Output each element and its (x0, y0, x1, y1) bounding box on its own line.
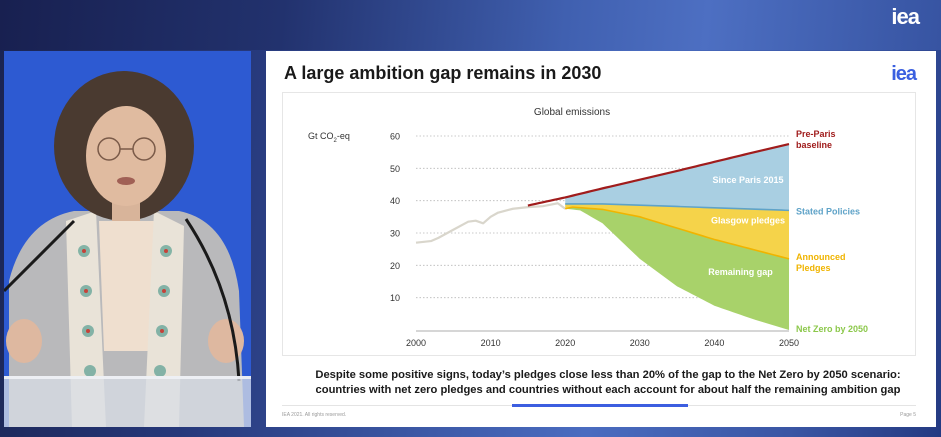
slide-progress-bar (512, 404, 688, 407)
line-pre-paris-baseline (527, 143, 790, 207)
area-layer (565, 144, 789, 330)
copyright-text: IEA 2021. All rights reserved. (282, 412, 347, 418)
slide-title: A large ambition gap remains in 2030 (284, 63, 602, 83)
slide-caption: Despite some positive signs, today’s ple… (288, 368, 928, 398)
caption-line-2: countries with net zero pledges and coun… (315, 384, 901, 396)
label-remaining-gap: Remaining gap (708, 267, 773, 277)
line-stated-policies (565, 203, 790, 212)
label-glasgow-pledges: Glasgow pledges (711, 215, 785, 225)
area-since-paris-2015 (565, 144, 789, 211)
x-tick-2050: 2050 (779, 338, 799, 348)
label-stated-policies: Stated Policies (796, 206, 860, 216)
label-announced: Announced (796, 252, 846, 262)
presentation-slide: A large ambition gap remains in 2030 iea… (266, 51, 936, 427)
scarf-right (144, 211, 184, 427)
label-pre-paris-2: baseline (796, 140, 832, 150)
y-tick-40: 40 (390, 196, 400, 206)
speaker-illustration (4, 51, 251, 427)
x-tick-2040: 2040 (704, 338, 724, 348)
iea-slide-logo: iea (891, 63, 917, 85)
y-tick-60: 60 (390, 132, 400, 142)
x-tick-2010: 2010 (481, 338, 501, 348)
chart-frame: Global emissions Gt CO2-eq 10 20 30 40 50 60 2… (282, 92, 916, 356)
line-announced-pledges (565, 206, 790, 260)
stream-top-band (0, 0, 941, 50)
speaker-video (4, 51, 251, 427)
x-tick-2030: 2030 (630, 338, 650, 348)
y-tick-30: 30 (390, 229, 400, 239)
y-tick-20: 20 (390, 261, 400, 271)
label-announced-2: Pledges (796, 263, 831, 273)
label-pre-paris: Pre-Paris (796, 129, 836, 139)
y-axis-label: Gt CO2-eq (308, 131, 350, 144)
page-number: Page 5 (900, 412, 916, 418)
y-tick-10: 10 (390, 293, 400, 303)
label-since-paris-2015: Since Paris 2015 (712, 175, 783, 185)
emissions-chart: Global emissions Gt CO2-eq 1020304050602… (308, 107, 868, 349)
podium (4, 376, 251, 427)
scarf-left (66, 211, 106, 427)
iea-corner-logo: iea (891, 4, 920, 29)
area-glasgow-pledges (565, 203, 789, 259)
chart-title: Global emissions (534, 107, 610, 118)
area-remaining-gap (565, 207, 789, 330)
x-tick-2020: 2020 (555, 338, 575, 348)
caption-line-1: Despite some positive signs, today’s ple… (315, 369, 901, 381)
y-tick-50: 50 (390, 164, 400, 174)
line-layer (415, 143, 790, 260)
x-tick-2000: 2000 (406, 338, 426, 348)
line-historical (415, 202, 566, 244)
label-net-zero: Net Zero by 2050 (796, 324, 868, 334)
